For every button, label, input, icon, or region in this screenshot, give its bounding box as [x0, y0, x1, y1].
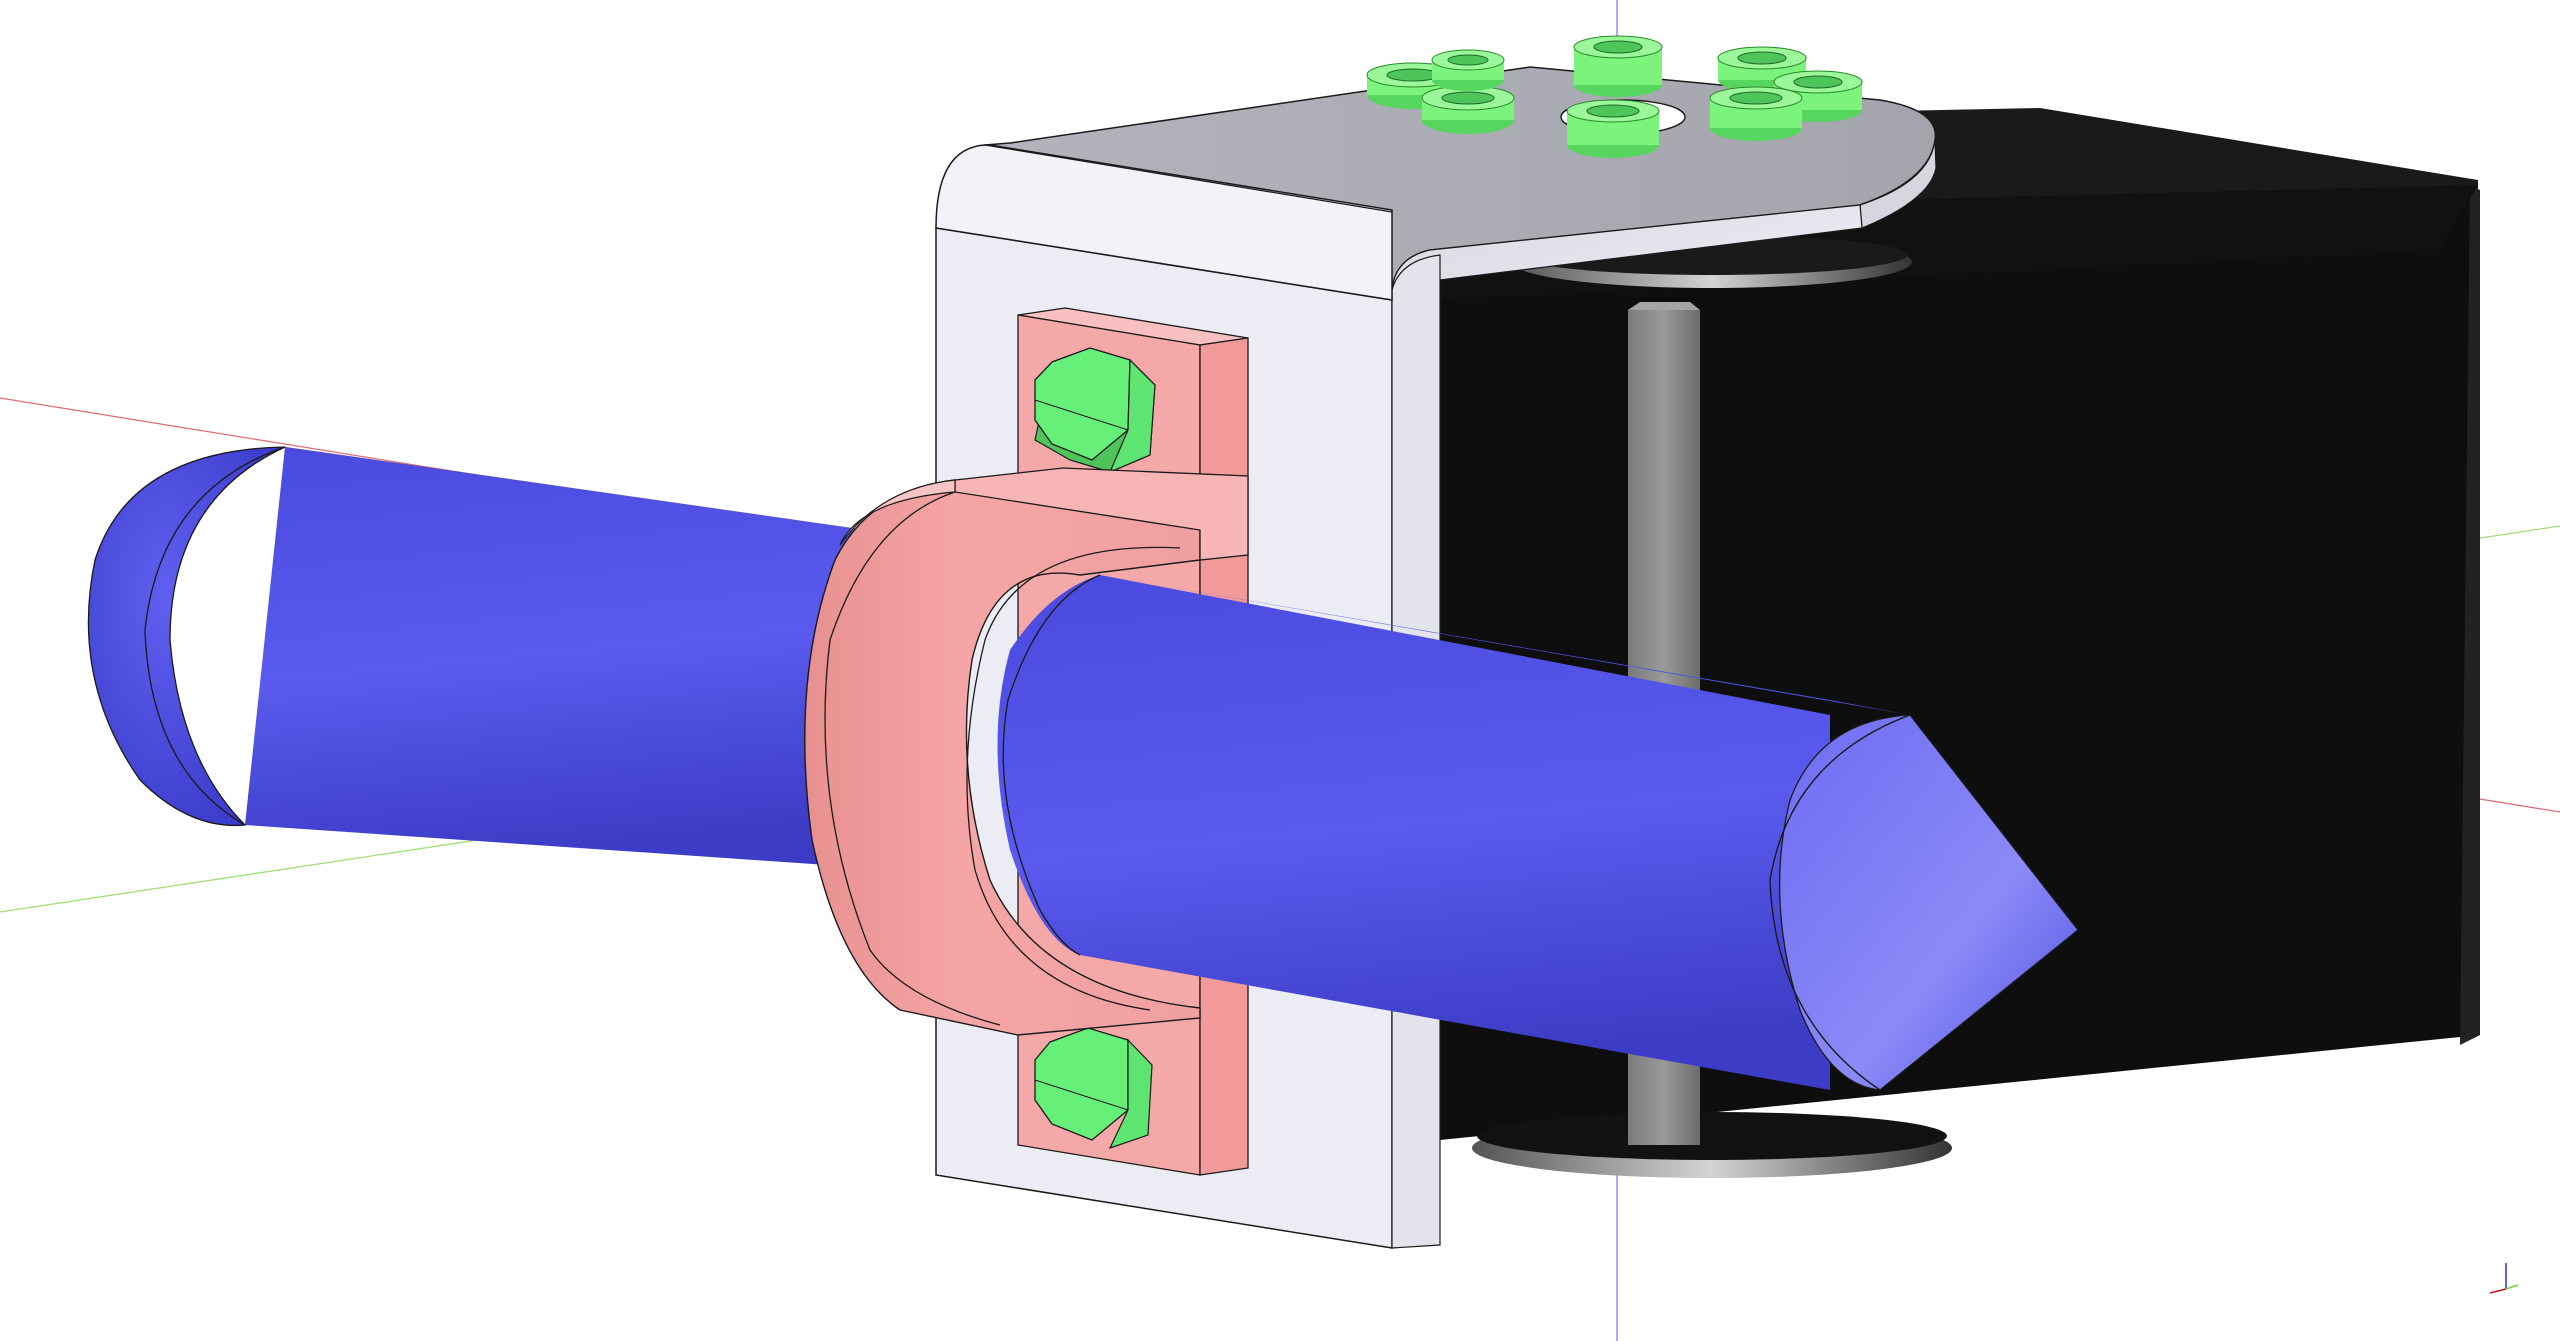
- screw-2[interactable]: [1421, 85, 1515, 134]
- shaft-body-front: [997, 575, 1830, 1090]
- top-plate-screws[interactable]: [1366, 35, 1863, 158]
- shaft-cone-tip: [1778, 714, 2079, 1091]
- motor-top-face: [1840, 108, 2478, 200]
- pipe-clamp-ring[interactable]: [804, 467, 1249, 1036]
- motor-bottom-disc-face: [1477, 1112, 1947, 1160]
- motor-strip-top: [1628, 302, 1700, 310]
- clamp-flange-top: [954, 467, 1249, 561]
- screw-socket: [1586, 104, 1640, 118]
- bolt-hex-face-right: [1108, 1038, 1153, 1150]
- clamp-ring-inner: [966, 546, 1181, 1011]
- shaft-cone-seam: [1769, 714, 1911, 1091]
- screw-6[interactable]: [1717, 46, 1807, 92]
- clamp-ring-rim: [824, 491, 1001, 1026]
- shaft-rear-section[interactable]: [87, 446, 901, 870]
- shaft-cap-seam: [144, 446, 286, 826]
- clamp-ring-front: [804, 479, 1201, 1036]
- screw-socket: [1729, 91, 1783, 105]
- bolt-hex-edge: [1034, 1079, 1129, 1111]
- triad-x: [2489, 1288, 2507, 1294]
- screw-socket: [1593, 40, 1643, 54]
- bolt-hex-face-right: [1108, 358, 1156, 474]
- clamp-bolt-lower[interactable]: [1034, 1027, 1153, 1150]
- bracket-top-edge: [1859, 139, 1937, 229]
- shaft-body-rear: [245, 447, 900, 870]
- bolt-hex-edge: [1034, 399, 1129, 431]
- screw-4[interactable]: [1573, 35, 1663, 97]
- shaft-end-cap: [87, 446, 286, 827]
- motor-right-face: [2460, 185, 2480, 1045]
- bolt-hex-face: [1034, 1027, 1129, 1141]
- screw-3[interactable]: [1431, 49, 1505, 91]
- shaft-top-edge: [284, 446, 901, 536]
- triad-y: [2505, 1284, 2519, 1290]
- shaft-front-section[interactable]: [997, 574, 2079, 1091]
- bracket-crease: [984, 144, 1393, 213]
- screw-socket: [1441, 91, 1495, 105]
- screw-socket: [1447, 54, 1489, 66]
- bolt-hex-face: [1034, 347, 1131, 461]
- screw-8[interactable]: [1709, 86, 1803, 141]
- screw-5[interactable]: [1566, 99, 1660, 158]
- screw-socket: [1737, 51, 1787, 65]
- screw-socket: [1386, 68, 1440, 82]
- bracket-corner: [935, 144, 1393, 301]
- clamp-bolt-upper[interactable]: [1034, 347, 1156, 474]
- shaft-body-front-edge: [1002, 574, 1101, 956]
- clamp-ring-top: [839, 479, 956, 546]
- screw-socket: [1793, 75, 1843, 89]
- axis-triad-icon: [2489, 1263, 2519, 1294]
